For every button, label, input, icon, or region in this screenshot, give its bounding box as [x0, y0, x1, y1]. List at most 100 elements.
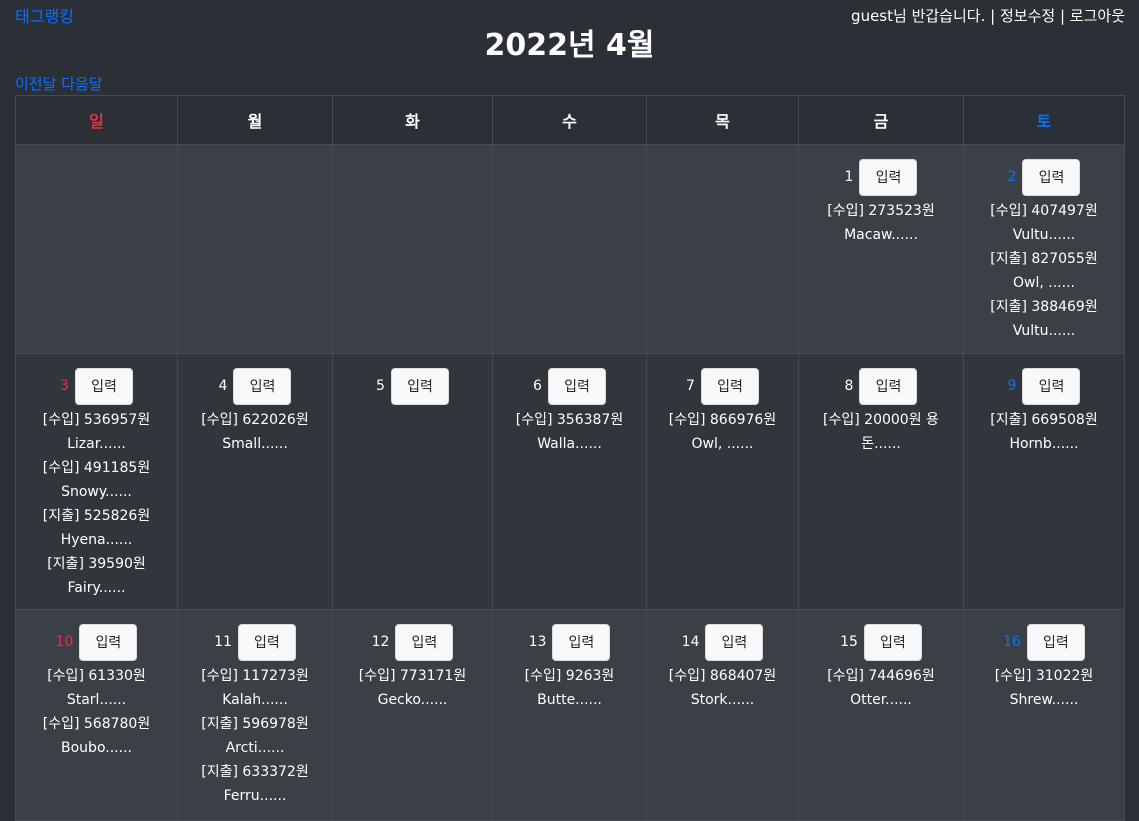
day-header: 16 입력 — [964, 623, 1124, 661]
input-button[interactable]: 입력 — [700, 367, 759, 405]
day-content: 5 입력 — [333, 354, 492, 405]
entry-amount: [지출] 39590원 — [47, 556, 146, 572]
entry-amount: [수입] 868407원 — [668, 668, 777, 684]
day-header: 10 입력 — [16, 623, 177, 661]
empty-day-cell — [646, 144, 799, 354]
day-number: 12 — [371, 634, 390, 650]
day-header: 11 입력 — [178, 623, 332, 661]
entry-memo: Small...... — [222, 436, 288, 452]
entry-memo: 돈...... — [861, 436, 901, 452]
day-header: 15 입력 — [799, 623, 963, 661]
entry-amount: [수입] 9263원 — [524, 668, 615, 684]
calendar-body: 1 입력 [수입] 273523원 Macaw...... 2 입력 [수입] 407497… — [15, 144, 1125, 821]
entry-memo: Owl, ...... — [691, 436, 754, 452]
input-button[interactable]: 입력 — [1022, 158, 1081, 196]
day-header: 3 입력 — [16, 367, 177, 405]
entry-memo: Fairy...... — [67, 580, 126, 596]
separator: | — [1059, 7, 1066, 25]
input-button[interactable]: 입력 — [390, 367, 449, 405]
input-button[interactable]: 입력 — [705, 623, 764, 661]
input-button[interactable]: 입력 — [1022, 367, 1081, 405]
edit-info-link[interactable]: 정보수정 — [999, 7, 1056, 25]
empty-day-cell — [332, 144, 493, 354]
input-button[interactable]: 입력 — [859, 367, 918, 405]
day-content: 15 입력 [수입] 744696원 Otter...... — [799, 610, 963, 712]
prev-month-link[interactable]: 이전달 — [15, 75, 57, 93]
input-button[interactable]: 입력 — [233, 367, 292, 405]
day-content: 4 입력 [수입] 622026원 Small...... — [178, 354, 332, 456]
day-content: 12 입력 [수입] 773171원 Gecko...... — [333, 610, 492, 712]
day-header: 6 입력 — [493, 367, 646, 405]
day-number: 13 — [528, 634, 547, 650]
day-header: 9 입력 — [964, 367, 1124, 405]
input-button[interactable]: 입력 — [552, 623, 611, 661]
entry-memo: Hornb...... — [1009, 436, 1079, 452]
brand-link[interactable]: 태그랭킹 — [15, 7, 74, 26]
weekday-header-row: 일 월 화 수 목 금 토 — [15, 95, 1125, 145]
input-button[interactable]: 입력 — [79, 623, 138, 661]
entry-memo: Otter...... — [850, 692, 912, 708]
day-content: 14 입력 [수입] 868407원 Stork...... — [647, 610, 798, 712]
day-number: 16 — [1003, 634, 1021, 650]
day-cell: 2 입력 [수입] 407497원 Vultu...... [지출] 827055원 Ow… — [963, 144, 1125, 354]
day-number: 11 — [214, 634, 232, 650]
day-content: 7 입력 [수입] 866976원 Owl, ...... — [647, 354, 798, 456]
input-button[interactable]: 입력 — [863, 623, 922, 661]
entry-memo: Kalah...... — [222, 692, 288, 708]
entry-memo: Shrew...... — [1009, 692, 1079, 708]
day-cell: 1 입력 [수입] 273523원 Macaw...... — [798, 144, 964, 354]
weekday-wed: 수 — [492, 95, 647, 145]
weekday-sat: 토 — [963, 95, 1125, 145]
empty-day-cell — [177, 144, 333, 354]
user-bar: guest님 반갑습니다. | 정보수정 | 로그아웃 — [851, 5, 1125, 26]
day-content: 16 입력 [수입] 31022원 Shrew...... — [964, 610, 1124, 712]
day-number: 15 — [840, 634, 858, 650]
entry-amount: [수입] 20000원 용 — [823, 412, 939, 428]
input-button[interactable]: 입력 — [547, 367, 606, 405]
logout-link[interactable]: 로그아웃 — [1069, 7, 1125, 25]
next-month-link[interactable]: 다음달 — [61, 75, 103, 93]
day-content: 1 입력 [수입] 273523원 Macaw...... — [799, 145, 963, 247]
input-button[interactable]: 입력 — [859, 158, 918, 196]
entry-amount: [수입] 773171원 — [358, 668, 467, 684]
week-row: 10 입력 [수입] 61330원 Starl...... [수입] 568780원 Bo… — [15, 609, 1125, 821]
day-header: 12 입력 — [333, 623, 492, 661]
entry-amount: [수입] 536957원 — [42, 412, 151, 428]
day-cell: 4 입력 [수입] 622026원 Small...... — [177, 353, 333, 610]
entry-memo: Arcti...... — [225, 740, 285, 756]
day-cell: 3 입력 [수입] 536957원 Lizar...... [수입] 491185원 Sn… — [15, 353, 178, 610]
entry-amount: [수입] 117273원 — [201, 668, 309, 684]
entry-memo: Ferru...... — [223, 788, 287, 804]
day-header: 1 입력 — [799, 158, 963, 196]
entry-memo: Stork...... — [690, 692, 755, 708]
entry-amount: [수입] 31022원 — [994, 668, 1094, 684]
input-button[interactable]: 입력 — [237, 623, 296, 661]
day-header: 2 입력 — [964, 158, 1124, 196]
empty-day-cell — [492, 144, 647, 354]
calendar-table: 일 월 화 수 목 금 토 1 입력 [수입] 273523원 Macaw......… — [15, 95, 1125, 821]
entry-memo: Boubo...... — [61, 740, 132, 756]
entry-memo: Gecko...... — [377, 692, 448, 708]
entry-amount: [지출] 388469원 — [990, 299, 1098, 315]
input-button[interactable]: 입력 — [74, 367, 133, 405]
day-cell: 9 입력 [지출] 669508원 Hornb...... — [963, 353, 1125, 610]
input-button[interactable]: 입력 — [395, 623, 454, 661]
empty-day-cell — [15, 144, 178, 354]
entry-amount: [지출] 633372원 — [201, 764, 309, 780]
separator: | — [990, 7, 996, 25]
entry-memo: Starl...... — [66, 692, 127, 708]
day-header: 8 입력 — [799, 367, 963, 405]
weekday-sun: 일 — [15, 95, 178, 145]
weekday-thu: 목 — [646, 95, 799, 145]
day-number: 9 — [1007, 378, 1017, 394]
entry-memo: Hyena...... — [60, 532, 133, 548]
day-content: 2 입력 [수입] 407497원 Vultu...... [지출] 827055원 Ow… — [964, 145, 1124, 343]
entry-amount: [지출] 596978원 — [201, 716, 309, 732]
day-content: 9 입력 [지출] 669508원 Hornb...... — [964, 354, 1124, 456]
input-button[interactable]: 입력 — [1026, 623, 1085, 661]
weekday-tue: 화 — [332, 95, 493, 145]
day-cell: 14 입력 [수입] 868407원 Stork...... — [646, 609, 799, 821]
entry-amount: [지출] 525826원 — [42, 508, 151, 524]
week-row: 1 입력 [수입] 273523원 Macaw...... 2 입력 [수입] 407497… — [15, 144, 1125, 354]
entry-amount: [수입] 568780원 — [42, 716, 151, 732]
